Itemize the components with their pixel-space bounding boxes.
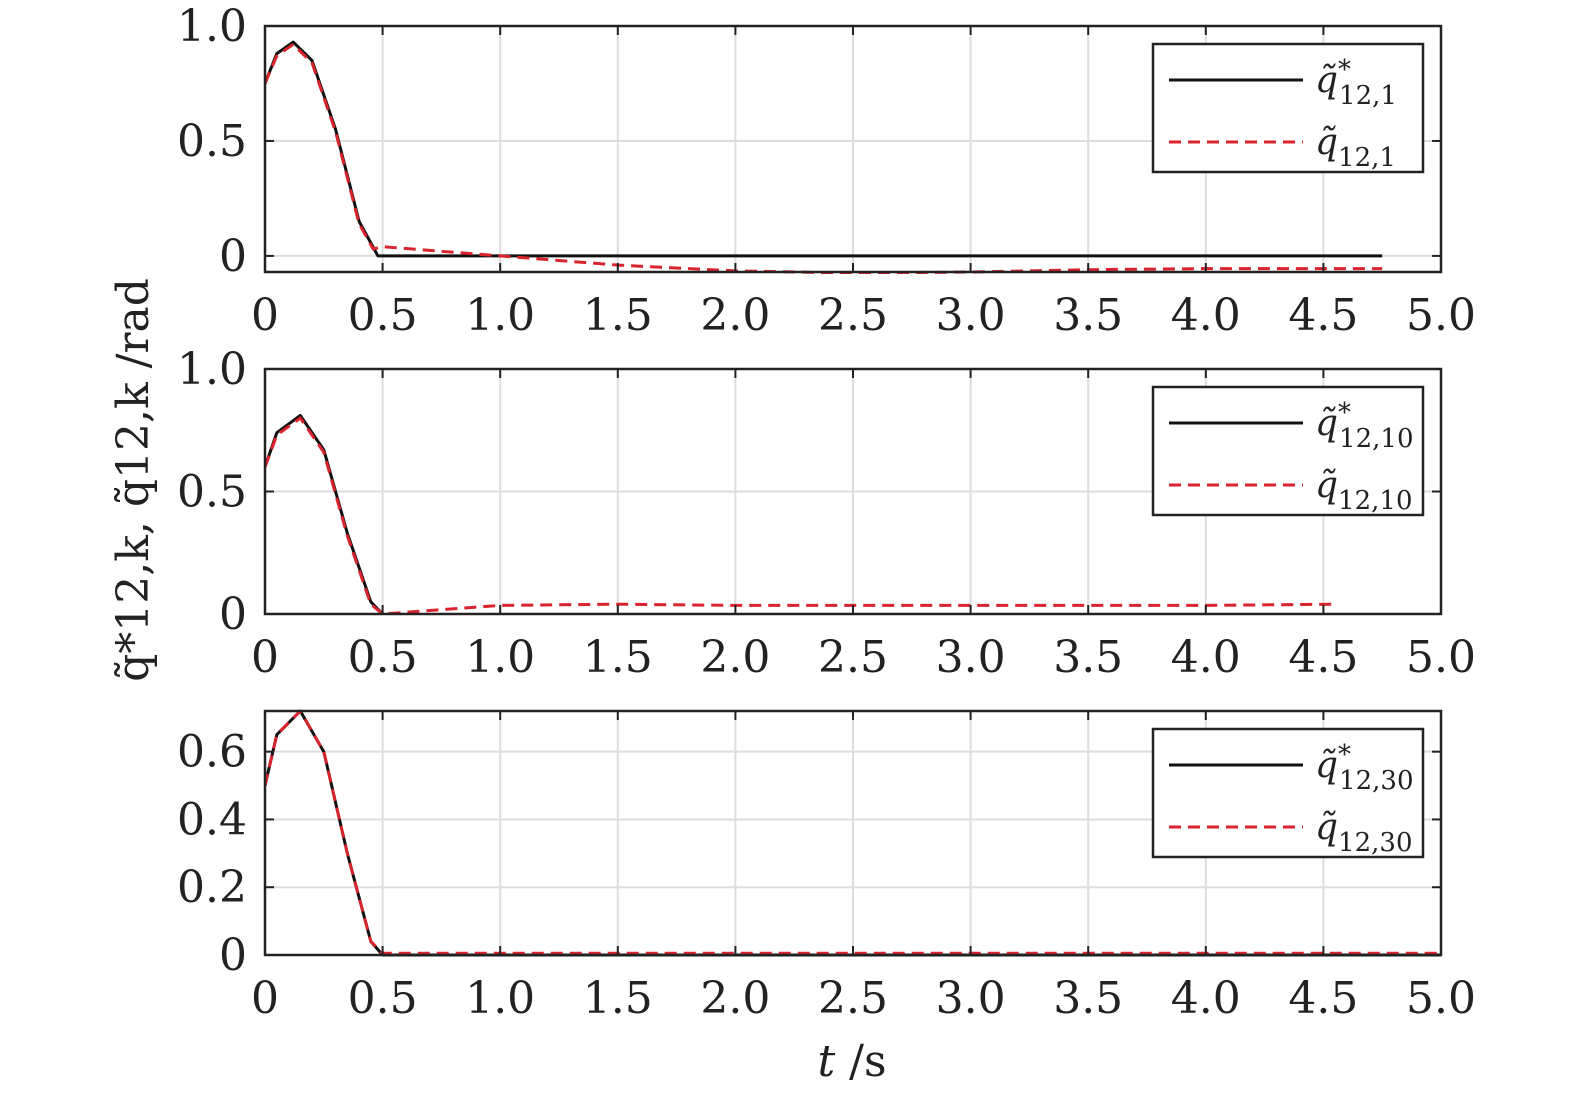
x-tick-label: 2.0 [700, 290, 770, 341]
legend-label: q̃* 12,1 [1315, 55, 1397, 111]
legend-label: q̃* 12,30 [1315, 740, 1413, 796]
x-tick-label: 1.5 [583, 290, 653, 341]
legend-box [1151, 385, 1425, 517]
x-tick-label: 4.0 [1171, 973, 1241, 1024]
subplot-1: 0 0.5 1.0 1.5 2.0 2.5 3.0 3.5 4.0 4.5 5.0 0 0.5 1.0 q̃… [177, 1, 1476, 341]
x-tick-label: 0 [251, 973, 279, 1024]
legend-box [1151, 727, 1425, 859]
y-tick-label: 0.4 [177, 794, 247, 845]
x-tick-label: 5.0 [1406, 632, 1476, 683]
legend-label: q̃* 12,10 [1315, 398, 1413, 454]
y-tick-label: 1.0 [177, 344, 247, 395]
legend-label: q̃12,1 [1315, 122, 1396, 173]
x-tick-label: 4.0 [1171, 632, 1241, 683]
x-tick-label: 3.5 [1053, 973, 1123, 1024]
x-tick-label: 1.0 [465, 632, 535, 683]
subplot-2: 0 0.5 1.0 1.5 2.0 2.5 3.0 3.5 4.0 4.5 5.0 0 0.5 1.0 q̃… [177, 344, 1476, 683]
x-tick-label: 2.5 [818, 290, 888, 341]
legend-box [1151, 42, 1425, 174]
y-axis-label: q̃*12,k, q̃12,k /rad [108, 278, 159, 682]
y-tick-label: 0.5 [177, 467, 247, 518]
x-tick-label: 4.5 [1288, 290, 1358, 341]
series-actual-line [265, 416, 1336, 616]
series-actual-line [265, 42, 1383, 274]
x-tick-label: 0.5 [348, 973, 418, 1024]
x-tick-label: 1.0 [465, 290, 535, 341]
y-tick-label: 0.5 [177, 116, 247, 167]
x-tick-label: 2.0 [700, 973, 770, 1024]
x-tick-label: 4.5 [1288, 973, 1358, 1024]
subplot-3: 0 0.5 1.0 1.5 2.0 2.5 3.0 3.5 4.0 4.5 5.0 0 0.2 0.4 0.… [177, 709, 1476, 1024]
y-tick-label: 0.6 [177, 727, 247, 778]
y-tick-label: 1.0 [177, 1, 247, 52]
x-tick-label: 1.5 [583, 632, 653, 683]
legend-label: q̃12,10 [1315, 465, 1412, 516]
x-tick-label: 0.5 [348, 290, 418, 341]
x-tick-label: 4.5 [1288, 632, 1358, 683]
series-reference-line [265, 40, 1383, 258]
legend: q̃* 12,10 q̃12,10 [1151, 385, 1425, 517]
x-tick-label: 3.0 [936, 632, 1006, 683]
series-actual-line [265, 709, 1441, 955]
legend: q̃* 12,30 q̃12,30 [1151, 727, 1425, 859]
x-tick-label: 0.5 [348, 632, 418, 683]
legend-label: q̃12,30 [1315, 807, 1412, 858]
x-tick-label: 5.0 [1406, 290, 1476, 341]
x-tick-label: 2.5 [818, 973, 888, 1024]
x-axis-label-var: t [817, 1036, 835, 1087]
series-reference-line [265, 414, 384, 616]
x-tick-label: 4.0 [1171, 290, 1241, 341]
x-tick-label: 1.5 [583, 973, 653, 1024]
x-tick-label: 3.0 [936, 973, 1006, 1024]
x-axis-label-unit: /s [835, 1036, 886, 1087]
x-axis-label: t /s [817, 1036, 886, 1087]
y-tick-label: 0.2 [177, 862, 247, 913]
y-tick-label: 0 [219, 930, 247, 981]
x-tick-label: 0 [251, 290, 279, 341]
y-tick-label: 0 [219, 589, 247, 640]
x-tick-label: 2.5 [818, 632, 888, 683]
x-tick-label: 3.5 [1053, 290, 1123, 341]
x-tick-label: 3.0 [936, 290, 1006, 341]
x-tick-label: 5.0 [1406, 973, 1476, 1024]
x-tick-label: 1.0 [465, 973, 535, 1024]
legend: q̃* 12,1 q̃12,1 [1151, 42, 1425, 174]
x-tick-label: 3.5 [1053, 632, 1123, 683]
x-tick-label: 2.0 [700, 632, 770, 683]
y-tick-label: 0 [219, 231, 247, 282]
x-tick-label: 0 [251, 632, 279, 683]
